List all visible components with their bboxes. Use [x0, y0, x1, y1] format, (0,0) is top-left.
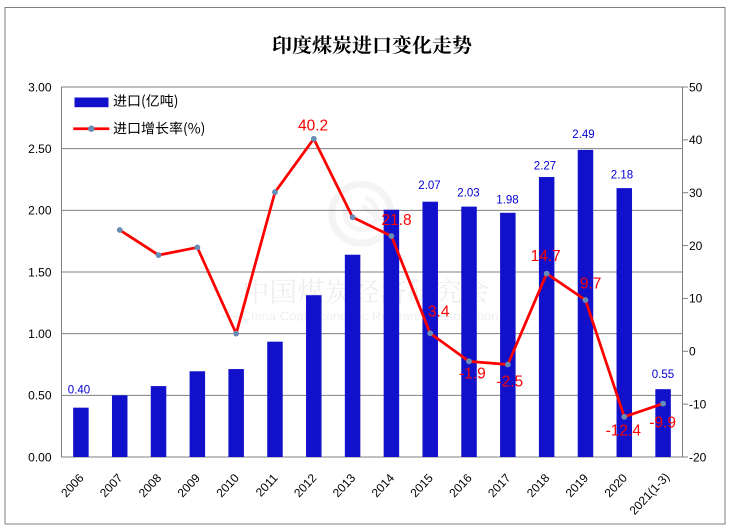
svg-text:14.7: 14.7 — [531, 248, 561, 265]
svg-text:0.00: 0.00 — [28, 450, 52, 464]
svg-text:1.00: 1.00 — [28, 327, 52, 341]
svg-text:30: 30 — [689, 186, 703, 200]
svg-text:40: 40 — [689, 133, 703, 147]
svg-text:-9.9: -9.9 — [649, 415, 676, 432]
svg-text:21.8: 21.8 — [381, 212, 411, 229]
svg-text:50: 50 — [689, 80, 703, 94]
svg-text:0.50: 0.50 — [28, 389, 52, 403]
svg-text:9.7: 9.7 — [580, 275, 602, 292]
svg-text:2.07: 2.07 — [418, 180, 440, 192]
svg-text:1.50: 1.50 — [28, 265, 52, 279]
svg-text:2.27: 2.27 — [534, 161, 556, 173]
svg-text:-12.4: -12.4 — [606, 423, 642, 440]
svg-text:3.4: 3.4 — [428, 304, 450, 321]
svg-text:3.00: 3.00 — [28, 80, 52, 94]
svg-text:0.40: 0.40 — [68, 385, 90, 397]
svg-text:2.49: 2.49 — [572, 129, 594, 141]
svg-text:-10: -10 — [689, 397, 707, 411]
svg-text:2.00: 2.00 — [28, 204, 52, 218]
svg-text:-2.5: -2.5 — [496, 374, 523, 391]
svg-text:-20: -20 — [689, 450, 707, 464]
svg-text:0: 0 — [689, 345, 696, 359]
svg-text:0.55: 0.55 — [652, 369, 674, 381]
svg-text:40.2: 40.2 — [298, 117, 328, 134]
svg-text:2.50: 2.50 — [28, 142, 52, 156]
svg-text:2.18: 2.18 — [611, 170, 633, 182]
svg-text:China Coal Economic Research A: China Coal Economic Research Association — [242, 310, 499, 324]
svg-text:2.03: 2.03 — [457, 188, 479, 200]
svg-text:1.98: 1.98 — [496, 195, 518, 207]
svg-text:10: 10 — [689, 292, 703, 306]
svg-text:-1.9: -1.9 — [459, 366, 486, 383]
svg-text:20: 20 — [689, 239, 703, 253]
